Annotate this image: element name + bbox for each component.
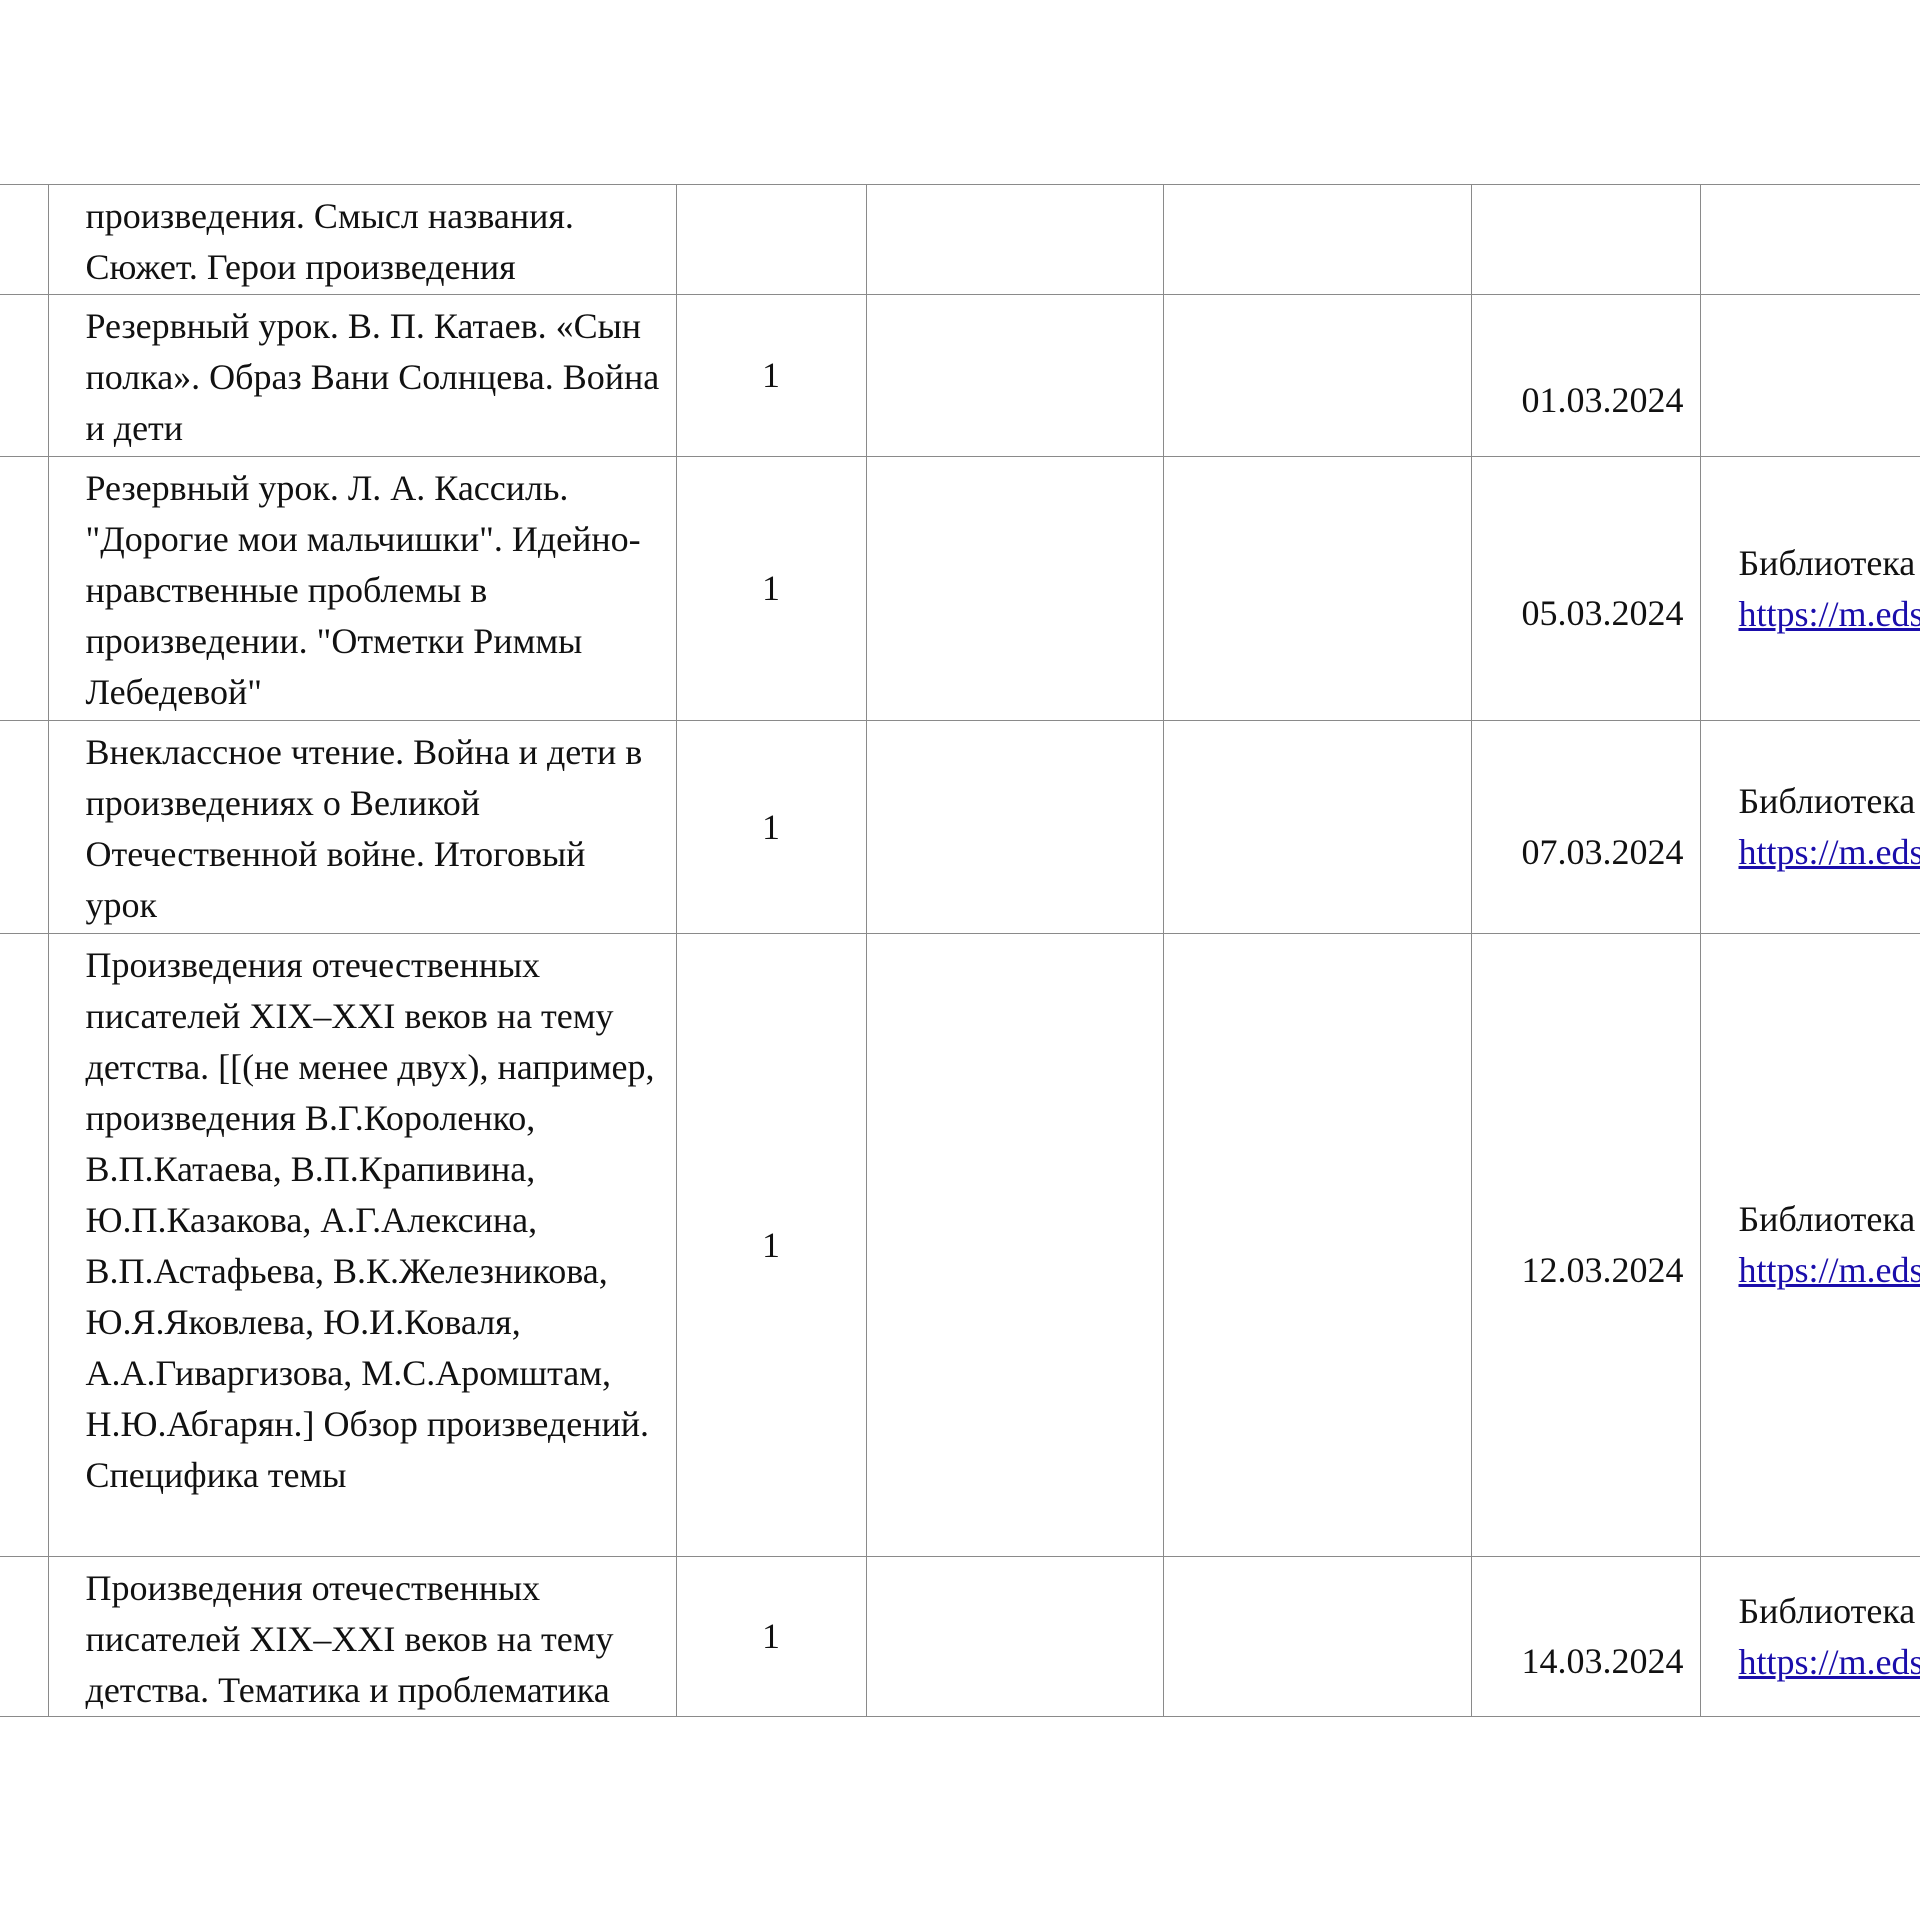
date-cell: 14.03.2024 bbox=[1470, 1556, 1701, 1717]
hours-cell: 1 bbox=[675, 933, 867, 1557]
control-work-cell bbox=[865, 184, 1164, 295]
table-row: Резервный урок. Л. А. Кассиль. "Дорогие … bbox=[0, 456, 1920, 721]
date-cell: 07.03.2024 bbox=[1470, 720, 1701, 934]
practical-work-cell bbox=[1162, 720, 1472, 934]
topic-cell: произведения. Смысл названия. Сюжет. Гер… bbox=[47, 184, 677, 295]
number-cell bbox=[0, 720, 49, 934]
topic-text: Резервный урок. Л. А. Кассиль. "Дорогие … bbox=[85, 468, 641, 712]
hours-cell: 1 bbox=[675, 720, 867, 934]
resource-label: Библиотека bbox=[1738, 542, 1916, 583]
practical-work-cell bbox=[1162, 1556, 1472, 1717]
control-work-cell bbox=[865, 456, 1164, 721]
lesson-plan-table: произведения. Смысл названия. Сюжет. Гер… bbox=[0, 184, 1920, 1717]
table-row: Произведения отечественных писателей XIX… bbox=[0, 933, 1920, 1557]
number-cell bbox=[0, 1556, 49, 1717]
date-cell: 05.03.2024 bbox=[1470, 456, 1701, 721]
topic-cell: Резервный урок. В. П. Катаев. «Сын полка… bbox=[47, 294, 677, 457]
topic-text: Резервный урок. В. П. Катаев. «Сын полка… bbox=[85, 306, 660, 448]
number-cell bbox=[0, 933, 49, 1557]
practical-work-cell bbox=[1162, 456, 1472, 721]
hours-cell: 1 bbox=[675, 1556, 867, 1717]
resource-cell: Библиотека https://m.eds bbox=[1699, 933, 1920, 1557]
hours-cell: 1 bbox=[675, 456, 867, 721]
table-row: произведения. Смысл названия. Сюжет. Гер… bbox=[0, 184, 1920, 295]
date-cell: 01.03.2024 bbox=[1470, 294, 1701, 457]
table-row: Внеклассное чтение. Война и дети в произ… bbox=[0, 720, 1920, 934]
topic-cell: Произведения отечественных писателей XIX… bbox=[47, 1556, 677, 1717]
lesson-date: 01.03.2024 bbox=[1521, 380, 1684, 420]
control-work-cell bbox=[865, 1556, 1164, 1717]
topic-text: Произведения отечественных писателей XIX… bbox=[85, 1568, 614, 1710]
control-work-cell bbox=[865, 294, 1164, 457]
practical-work-cell bbox=[1162, 184, 1472, 295]
resource-link[interactable]: https://m.eds bbox=[1738, 1250, 1920, 1290]
topic-cell: Произведения отечественных писателей XIX… bbox=[47, 933, 677, 1557]
hours-count: 1 bbox=[762, 1224, 780, 1265]
resource-cell bbox=[1699, 184, 1920, 295]
resource-link[interactable]: https://m.eds bbox=[1738, 593, 1920, 634]
hours-count: 1 bbox=[762, 806, 780, 847]
number-cell bbox=[0, 184, 49, 295]
topic-text: произведения. Смысл названия. Сюжет. Гер… bbox=[85, 196, 574, 287]
lesson-date: 05.03.2024 bbox=[1521, 593, 1684, 633]
lesson-date: 14.03.2024 bbox=[1521, 1641, 1684, 1681]
resource-cell bbox=[1699, 294, 1920, 457]
practical-work-cell bbox=[1162, 933, 1472, 1557]
resource-cell: Библиотека https://m.eds bbox=[1699, 456, 1920, 721]
resource-link[interactable]: https://m.eds bbox=[1738, 832, 1920, 872]
number-cell bbox=[0, 456, 49, 721]
hours-count: 1 bbox=[762, 355, 780, 395]
control-work-cell bbox=[865, 720, 1164, 934]
hours-cell bbox=[675, 184, 867, 295]
resource-cell: Библиотека https://m.eds bbox=[1699, 1556, 1920, 1717]
date-cell: 12.03.2024 bbox=[1470, 933, 1701, 1557]
resource-label: Библиотека bbox=[1738, 1199, 1916, 1239]
resource-label: Библиотека bbox=[1738, 1590, 1916, 1631]
lesson-date: 07.03.2024 bbox=[1521, 831, 1684, 872]
resource-label: Библиотека bbox=[1738, 781, 1916, 821]
hours-count: 1 bbox=[762, 568, 780, 608]
resource-link[interactable]: https://m.eds bbox=[1738, 1641, 1920, 1682]
hours-count: 1 bbox=[762, 1616, 780, 1656]
lesson-date: 12.03.2024 bbox=[1521, 1249, 1684, 1290]
table-row: Резервный урок. В. П. Катаев. «Сын полка… bbox=[0, 294, 1920, 457]
topic-cell: Резервный урок. Л. А. Кассиль. "Дорогие … bbox=[47, 456, 677, 721]
control-work-cell bbox=[865, 933, 1164, 1557]
number-cell bbox=[0, 294, 49, 457]
topic-text: Внеклассное чтение. Война и дети в произ… bbox=[85, 732, 643, 925]
topic-text: Произведения отечественных писателей XIX… bbox=[85, 945, 655, 1495]
date-cell bbox=[1470, 184, 1701, 295]
resource-cell: Библиотека https://m.eds bbox=[1699, 720, 1920, 934]
practical-work-cell bbox=[1162, 294, 1472, 457]
hours-cell: 1 bbox=[675, 294, 867, 457]
lesson-plan-table-wrapper: произведения. Смысл названия. Сюжет. Гер… bbox=[0, 184, 1920, 1717]
topic-cell: Внеклассное чтение. Война и дети в произ… bbox=[47, 720, 677, 934]
table-row: Произведения отечественных писателей XIX… bbox=[0, 1556, 1920, 1717]
